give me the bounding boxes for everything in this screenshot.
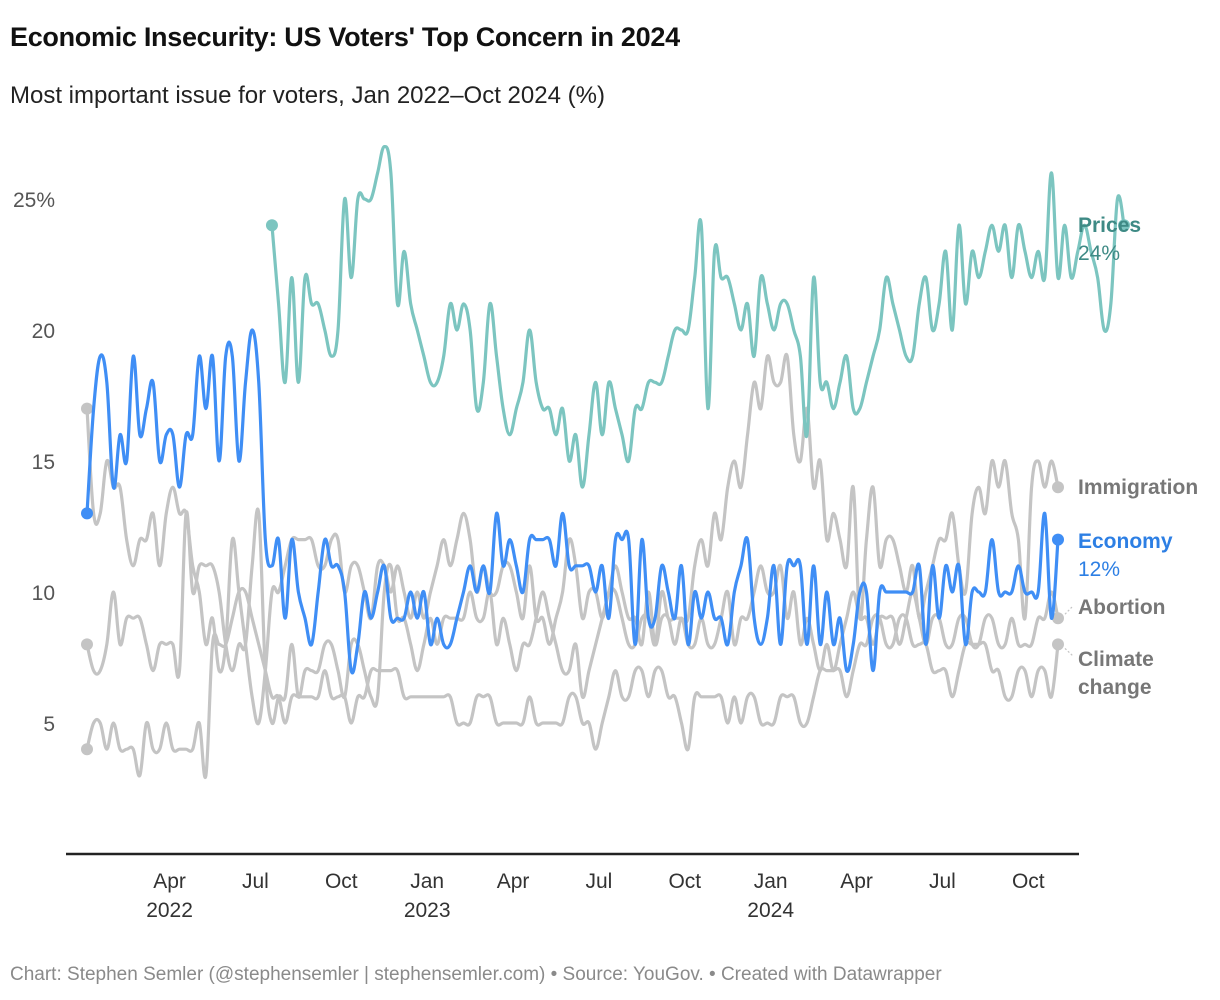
y-tick-label: 5	[43, 713, 55, 736]
series-start-point	[81, 402, 93, 415]
series-prices	[265, 144, 1131, 489]
series-economy	[81, 328, 1064, 675]
label-leader-line	[1064, 647, 1074, 657]
x-tick-year: 2024	[747, 899, 794, 922]
x-tick-label: Apr	[497, 870, 530, 893]
series-end-point	[1052, 612, 1064, 625]
series-climate-change	[81, 586, 1064, 780]
series-end-point	[1052, 638, 1064, 651]
highlighted-series	[81, 144, 1131, 675]
series-label-climate-change: change	[1078, 676, 1152, 699]
x-tick-label: Jan	[754, 870, 788, 893]
x-axis: Apr 2022 Jul Oct Jan 2023 Apr Jul Oct Jan 2024 Apr J…	[146, 870, 1045, 922]
series-end-point	[1052, 481, 1064, 494]
chart-footer: Chart: Stephen Semler (@stephensemler | …	[10, 964, 942, 985]
series-start-point	[81, 638, 93, 651]
series-end-point	[1118, 219, 1131, 232]
x-tick-label: Oct	[325, 870, 358, 893]
x-tick-year: 2023	[404, 899, 451, 922]
series-start-point	[265, 219, 278, 232]
y-axis: 25% 20 15 10 5	[13, 189, 55, 736]
x-tick-label: Jan	[410, 870, 444, 893]
x-tick-label: Apr	[840, 870, 873, 893]
series-line-prices	[270, 144, 1126, 489]
chart-subtitle: Most important issue for voters, Jan 202…	[10, 82, 605, 109]
x-tick-label: Apr	[153, 870, 186, 893]
x-tick-label: Oct	[668, 870, 701, 893]
series-labels: Prices 24% Economy 12% Immigration Abortion Cl…	[1064, 214, 1198, 699]
x-tick-label: Oct	[1012, 870, 1045, 893]
y-tick-label: 20	[32, 320, 55, 343]
series-value-label-prices: 24%	[1078, 242, 1120, 265]
series-abortion	[81, 507, 1064, 726]
y-tick-label: 10	[32, 582, 55, 605]
series-immigration	[81, 352, 1064, 726]
series-end-point	[1052, 533, 1064, 546]
series-start-point	[81, 507, 93, 520]
label-leader-line	[1064, 605, 1074, 615]
series-line-abortion	[85, 507, 1060, 726]
series-label-prices: Prices	[1078, 214, 1141, 237]
series-line-climate-change	[85, 586, 1060, 780]
series-value-label-economy: 12%	[1078, 558, 1120, 581]
x-tick-label: Jul	[585, 870, 612, 893]
x-tick-year: 2022	[146, 899, 193, 922]
y-tick-label: 25%	[13, 189, 55, 212]
x-tick-label: Jul	[242, 870, 269, 893]
series-line-economy	[85, 328, 1060, 675]
series-label-immigration: Immigration	[1078, 476, 1198, 499]
series-label-climate-change: Climate	[1078, 648, 1154, 671]
x-tick-label: Jul	[929, 870, 956, 893]
series-label-abortion: Abortion	[1078, 596, 1165, 619]
y-tick-label: 15	[32, 451, 55, 474]
series-start-point	[81, 743, 93, 756]
series-label-economy: Economy	[1078, 530, 1173, 553]
chart-title: Economic Insecurity: US Voters' Top Conc…	[10, 22, 680, 52]
